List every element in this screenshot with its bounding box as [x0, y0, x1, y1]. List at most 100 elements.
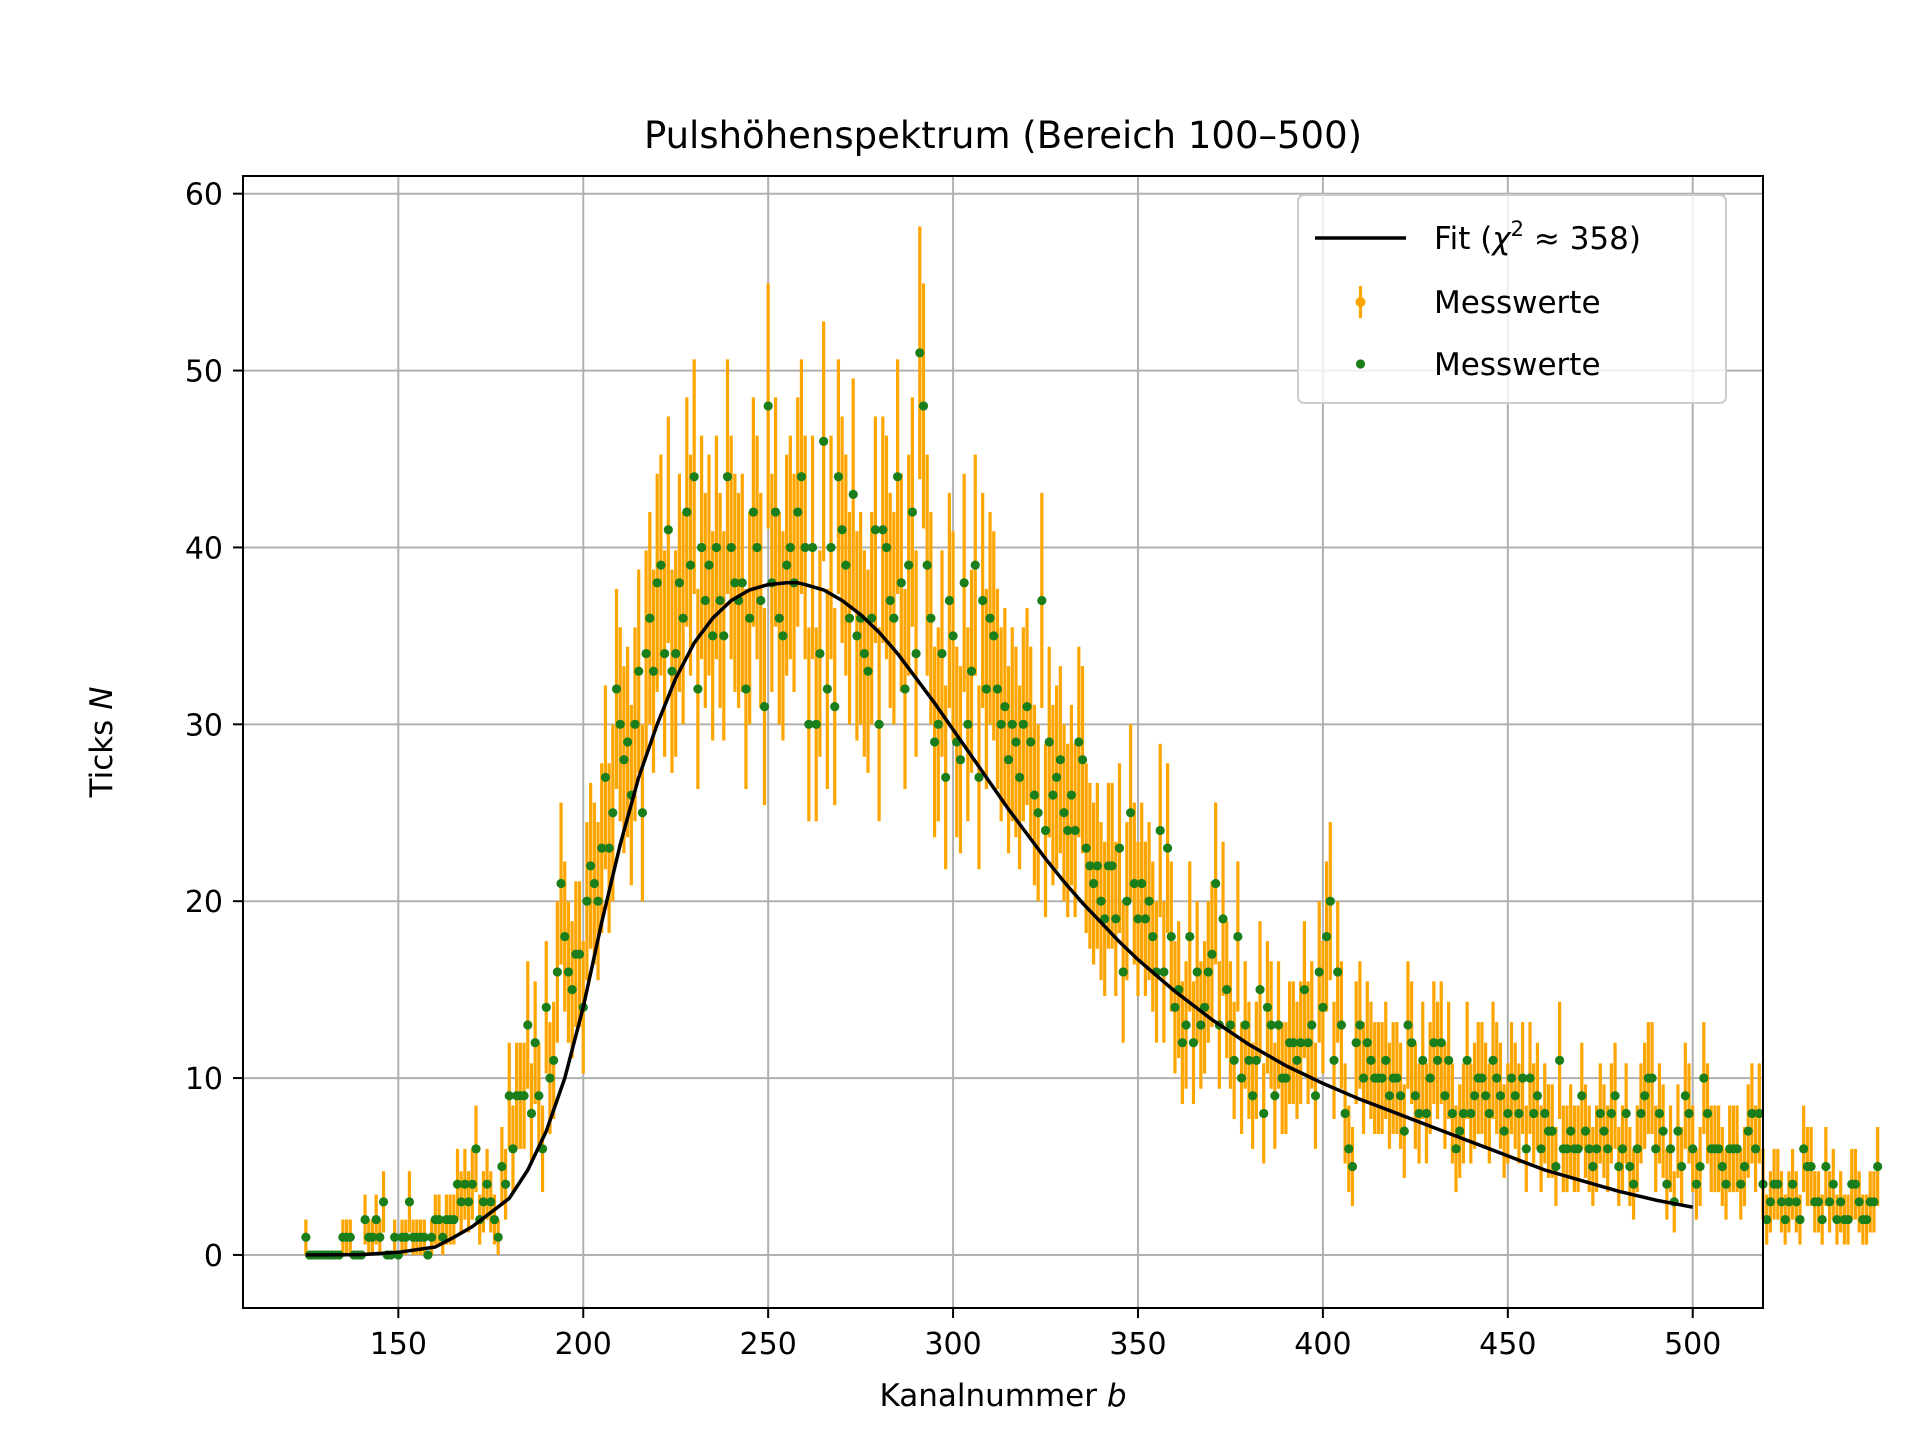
- data-point: [1199, 1002, 1210, 1012]
- x-tick-label: 200: [555, 1327, 612, 1362]
- data-point: [1177, 1038, 1187, 1048]
- data-point: [978, 595, 988, 606]
- data-point: [574, 949, 585, 959]
- data-point: [1015, 772, 1025, 782]
- data-point: [1573, 1144, 1583, 1154]
- data-point: [1799, 1144, 1809, 1154]
- data-point: [1736, 1179, 1746, 1189]
- data-point: [741, 684, 751, 694]
- data-point: [811, 719, 821, 729]
- data-point: [1107, 861, 1117, 871]
- data-point: [1821, 1161, 1831, 1172]
- data-point: [1739, 1161, 1750, 1172]
- data-point: [1296, 1038, 1306, 1048]
- data-point: [1488, 1055, 1498, 1065]
- data-point: [892, 472, 903, 482]
- y-axis-label: Ticks N: [84, 687, 120, 799]
- data-point: [1625, 1161, 1635, 1172]
- data-point: [1196, 1020, 1206, 1030]
- data-point: [963, 719, 973, 729]
- legend-fit-label-part: 2: [1511, 217, 1524, 241]
- data-point: [608, 808, 618, 818]
- data-point: [1425, 1073, 1435, 1083]
- data-point: [1240, 1020, 1250, 1030]
- data-point: [770, 507, 781, 517]
- data-point: [1403, 1020, 1413, 1030]
- data-point: [996, 719, 1006, 729]
- data-point: [1044, 737, 1054, 747]
- x-axis-label-var: b: [1107, 1378, 1127, 1414]
- data-point: [885, 595, 895, 606]
- data-point: [1018, 719, 1028, 729]
- data-point: [1318, 1002, 1328, 1012]
- data-point: [1033, 808, 1043, 818]
- data-point: [1647, 1073, 1657, 1083]
- data-point: [463, 1197, 474, 1207]
- legend-fit-label: Fit (χ2 ≈ 358): [1434, 217, 1641, 257]
- data-point: [1129, 878, 1139, 889]
- data-point: [1362, 1038, 1372, 1048]
- data-point: [1791, 1197, 1801, 1207]
- data-point: [826, 542, 836, 553]
- x-axis-label-text: Kanalnummer: [879, 1378, 1106, 1414]
- data-point: [1381, 1055, 1391, 1065]
- data-point: [471, 1144, 481, 1154]
- data-point: [1621, 1108, 1631, 1119]
- data-point: [434, 1214, 444, 1225]
- data-point: [1584, 1144, 1594, 1154]
- legend-point-label: Messwerte: [1434, 347, 1601, 383]
- data-point: [523, 1020, 533, 1030]
- data-point: [859, 648, 869, 659]
- data-point: [367, 1232, 378, 1242]
- data-point: [1251, 1055, 1261, 1065]
- legend-point-swatch: [1355, 359, 1366, 369]
- data-point: [1159, 967, 1169, 977]
- data-point: [1421, 1108, 1432, 1119]
- data-point: [881, 542, 892, 553]
- data-point: [756, 595, 766, 606]
- data-point: [1743, 1126, 1753, 1136]
- axis-ticks: 150 200 250 300 350 400 450 500 0 10 20 30 40 50 60: [185, 178, 1722, 1362]
- data-point: [1436, 1038, 1446, 1048]
- data-point: [586, 861, 596, 871]
- data-point: [815, 648, 825, 659]
- data-point: [937, 648, 947, 659]
- data-point: [1780, 1214, 1790, 1225]
- data-point: [438, 1232, 448, 1242]
- data-point: [778, 631, 788, 641]
- data-point: [1484, 1108, 1494, 1119]
- data-point: [1562, 1144, 1572, 1154]
- data-point: [737, 578, 747, 588]
- data-point: [1824, 1197, 1835, 1207]
- data-point: [378, 1197, 389, 1207]
- data-point: [1055, 755, 1065, 765]
- data-point: [419, 1232, 429, 1242]
- data-point: [1784, 1197, 1794, 1207]
- data-point: [1351, 1038, 1361, 1048]
- data-point: [682, 507, 692, 517]
- data-point: [708, 631, 718, 641]
- data-point: [1262, 1002, 1273, 1012]
- data-point: [1340, 1108, 1350, 1119]
- data-point: [785, 542, 795, 553]
- data-point: [1795, 1214, 1805, 1225]
- data-point: [1662, 1179, 1672, 1189]
- data-point: [1688, 1144, 1698, 1154]
- data-point: [1114, 843, 1125, 853]
- data-point: [467, 1179, 477, 1189]
- data-point: [1854, 1197, 1864, 1207]
- data-point: [500, 1179, 511, 1189]
- data-point: [1518, 1073, 1528, 1083]
- data-point: [615, 719, 625, 729]
- data-point: [1410, 1091, 1420, 1101]
- data-point: [545, 1073, 555, 1083]
- data-point: [1651, 1144, 1661, 1154]
- data-point: [1451, 1144, 1461, 1154]
- data-point: [959, 578, 969, 588]
- data-point: [915, 348, 925, 358]
- data-point: [1806, 1161, 1816, 1172]
- data-point: [1203, 967, 1213, 977]
- data-point: [1455, 1126, 1465, 1136]
- data-point: [486, 1197, 496, 1207]
- data-point: [696, 542, 707, 553]
